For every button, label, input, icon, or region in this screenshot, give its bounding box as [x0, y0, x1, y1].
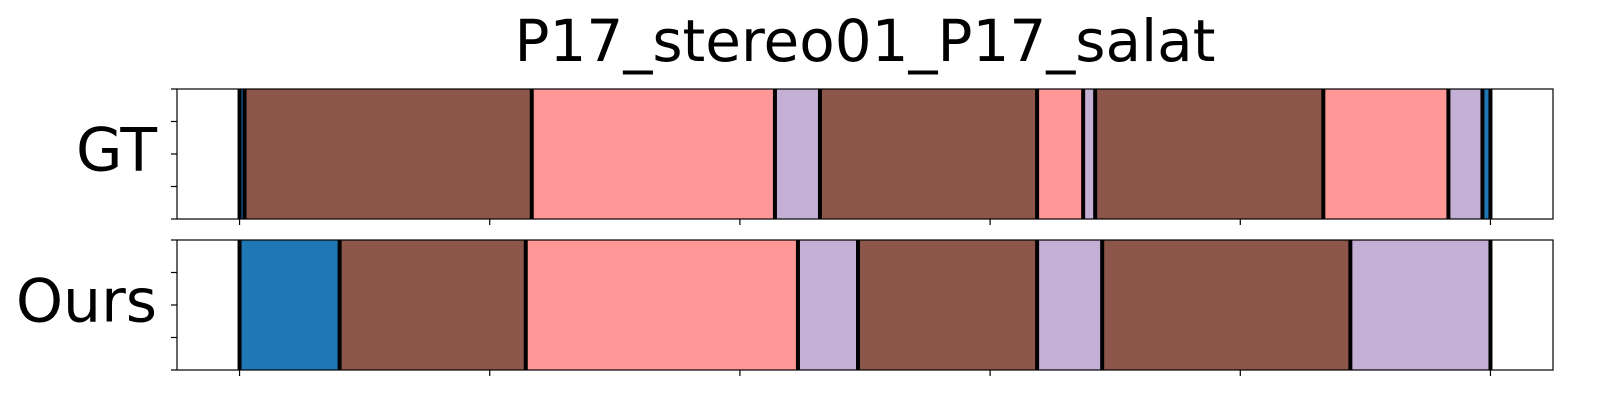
segment	[1083, 89, 1096, 219]
segment	[797, 240, 858, 370]
segment	[1102, 240, 1351, 370]
segment	[525, 240, 798, 370]
segment	[239, 240, 340, 370]
segment	[244, 89, 532, 219]
segment	[774, 89, 820, 219]
segment	[1448, 89, 1483, 219]
segment	[239, 89, 245, 219]
segment	[1095, 89, 1324, 219]
segment	[531, 89, 775, 219]
segment	[819, 89, 1038, 219]
segment	[1350, 240, 1491, 370]
segment	[1323, 89, 1449, 219]
segment	[1037, 240, 1103, 370]
segment	[1037, 89, 1084, 219]
segment	[857, 240, 1038, 370]
chart-title: P17_stereo01_P17_salat	[515, 7, 1216, 75]
row-label: GT	[76, 116, 157, 186]
segment	[1482, 89, 1491, 219]
segment	[339, 240, 526, 370]
row-label: Ours	[16, 267, 157, 337]
